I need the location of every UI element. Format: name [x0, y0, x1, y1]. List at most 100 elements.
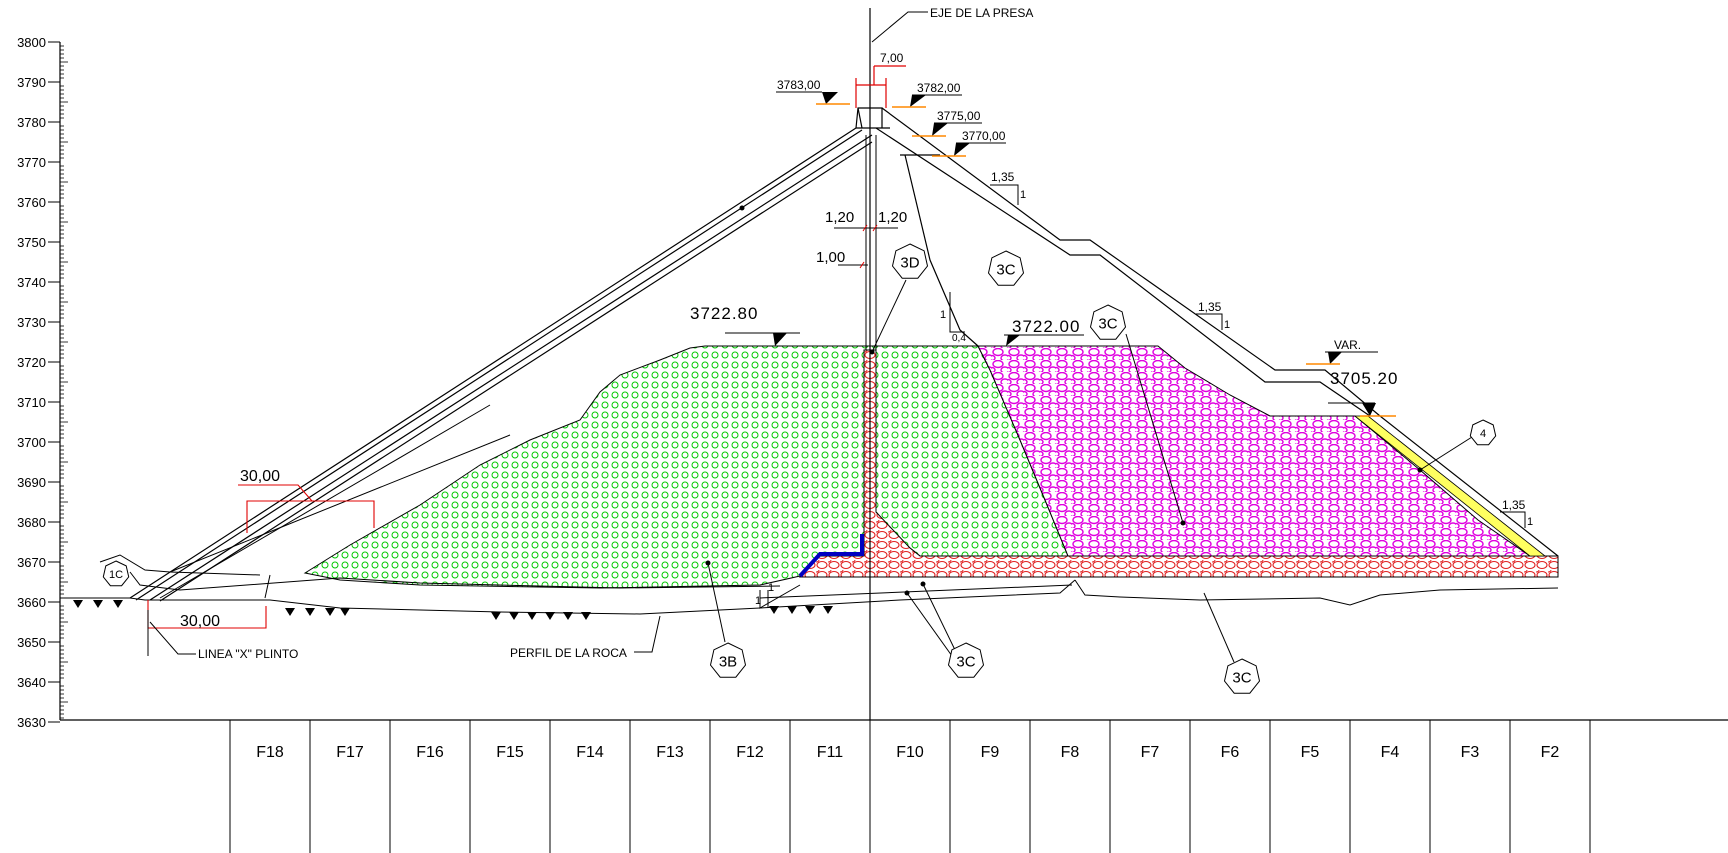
grid-cell-label: F9 — [981, 744, 1000, 761]
zone-badge-label-z3b: 3B — [719, 653, 737, 670]
axis-tick-label: 3800 — [17, 35, 46, 50]
core-dim-ticks — [859, 224, 878, 269]
axis-tick-label: 3760 — [17, 195, 46, 210]
dam-axis-leader — [871, 11, 928, 43]
rock-hatch-mark — [563, 612, 573, 620]
zone-badge-label-z4: 4 — [1480, 428, 1486, 440]
grid-cell-label: F8 — [1061, 744, 1080, 761]
axis-tick-label: 3750 — [17, 235, 46, 250]
rock-hatch-mark — [113, 600, 123, 608]
slope-core-v: 1 — [940, 309, 946, 321]
slope-low-v: 1 — [1527, 516, 1533, 528]
core-thickness-dims — [834, 227, 898, 266]
zone-badge-label-z3c_d: 3C — [1232, 669, 1251, 686]
zone-4-leader — [1419, 436, 1473, 471]
slope-upper-h: 1,35 — [991, 170, 1015, 184]
grid-cell-label: F4 — [1381, 744, 1400, 761]
grid-cell-label: F15 — [496, 744, 524, 761]
elevation-markers: 3783,00 3782,00 3775,00 3770,00 3722.80 … — [690, 78, 1397, 417]
axis-tick-label: 3790 — [17, 75, 46, 90]
axis-tick-label: 3680 — [17, 515, 46, 530]
zone-badge-outline — [102, 560, 130, 587]
zone-badge-outline — [1223, 658, 1261, 694]
elev-3775-label: 3775,00 — [937, 109, 981, 123]
grid-cell-label: F2 — [1541, 744, 1560, 761]
plinth-line-label: LINEA "X" PLINTO — [198, 647, 298, 661]
rock-hatch-mark — [823, 606, 833, 614]
grid-cell-label: F14 — [576, 744, 604, 761]
rock-hatch-mark — [545, 612, 555, 620]
grid-cell-label: F3 — [1461, 744, 1480, 761]
axis-tick-label: 3720 — [17, 355, 46, 370]
zone-badges: 1C 3D 3C 3C 3B 3C 3C 4 — [102, 243, 1497, 694]
elevation-axis: 3800 3790 3780 3770 3760 3750 3740 3730 3720 3710… — [17, 35, 68, 730]
zone-badge-label-z3c_b: 3C — [1098, 315, 1117, 332]
rock-hatch-mark — [787, 606, 797, 614]
axis-tick-label: 3740 — [17, 275, 46, 290]
elev-3782-label: 3782,00 — [917, 81, 961, 95]
axis-tick-label: 3630 — [17, 715, 46, 730]
zone-4-leader-dot — [1417, 467, 1423, 473]
plinth-slope-h: 1 — [755, 595, 761, 607]
zone-badge-label-z3c_c: 3C — [956, 653, 975, 670]
elev-3770-label: 3770,00 — [962, 129, 1006, 143]
rock-hatch-mark — [581, 612, 591, 620]
axis-tick-label: 3650 — [17, 635, 46, 650]
var-label: VAR. — [1334, 338, 1361, 352]
grid-cell-label: F11 — [817, 744, 843, 761]
zone-badge-label-z1c: 1C — [109, 569, 123, 581]
major-ticks: 3800 3790 3780 3770 3760 3750 3740 3730 3720 3710… — [17, 35, 60, 730]
axis-tick-label: 3770 — [17, 155, 46, 170]
axis-tick-label: 3670 — [17, 555, 46, 570]
core-dim-100: 1,00 — [816, 249, 845, 266]
elev-372200-label: 3722.00 — [1012, 317, 1080, 336]
slope-indicators — [767, 184, 1526, 608]
grid-cell-label: F6 — [1221, 744, 1240, 761]
axis-tick-label: 3710 — [17, 395, 46, 410]
zone-badge-outline — [1089, 304, 1127, 340]
rock-hatch-mark — [305, 608, 315, 616]
slope-mid-v: 1 — [1224, 319, 1230, 331]
axis-tick-label: 3640 — [17, 675, 46, 690]
grid-cell-label: F5 — [1301, 744, 1320, 761]
rock-hatch-mark — [73, 600, 83, 608]
plinth-slope-v: 1 — [768, 582, 774, 594]
grid-cell-label: F16 — [416, 744, 444, 761]
zone-badge-outline — [1469, 419, 1497, 446]
core-dim-right: 1,20 — [878, 209, 907, 226]
axis-tick-label: 3730 — [17, 315, 46, 330]
zone-leaders — [707, 279, 1235, 663]
dim-30-top: 30,00 — [240, 468, 280, 485]
zone-badge-outline — [947, 642, 985, 678]
zone-badge-outline — [891, 243, 929, 279]
dam-axis-label: EJE DE LA PRESA — [930, 6, 1033, 20]
plinth-line-leader — [147, 610, 196, 656]
grid-cell-label: F13 — [656, 744, 684, 761]
dim-30-bottom: 30,00 — [180, 613, 220, 630]
zone-3b-fill — [303, 345, 1069, 589]
rock-hatch-mark — [527, 612, 537, 620]
rock-hatch-mark — [93, 600, 103, 608]
rock-hatch-mark — [325, 608, 335, 616]
zone-badge-outline — [709, 642, 747, 678]
grid-cells: F18 F17 F16 F15 F14 F13 F12 F11 F10 F9 F8 F7 F6 F5 F4 F… — [229, 720, 1591, 853]
zone-badge-label-z3d: 3D — [900, 254, 919, 271]
slope-mid-h: 1,35 — [1198, 300, 1222, 314]
crest — [855, 107, 890, 129]
rock-hatch-mark — [491, 612, 501, 620]
elev-372280-label: 3722.80 — [690, 304, 758, 323]
zone-leader-dots — [705, 205, 1186, 596]
rock-hatch-mark — [805, 606, 815, 614]
grid-cell-label: F18 — [256, 744, 284, 761]
zone-3c-fill — [977, 345, 1532, 557]
station-grid: F18 F17 F16 F15 F14 F13 F12 F11 F10 F9 F8 F7 F6 F5 F4 F… — [60, 719, 1728, 853]
rock-hatch — [73, 600, 833, 620]
zone-badge-outline — [987, 250, 1025, 286]
axis-tick-label: 3660 — [17, 595, 46, 610]
grid-cell-label: F17 — [336, 744, 364, 761]
rock-hatch-mark — [340, 608, 350, 616]
downstream-face — [875, 107, 1559, 557]
axis-tick-label: 3700 — [17, 435, 46, 450]
slope-upper-v: 1 — [1020, 189, 1026, 201]
